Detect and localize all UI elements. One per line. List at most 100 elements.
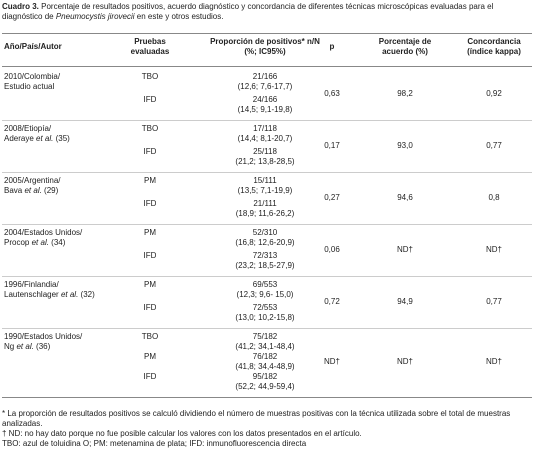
p-cell: 0,06: [324, 244, 340, 254]
author-name: Procop: [4, 238, 30, 247]
author-cell: 2008/Etiopía/Aderaye et al. (35): [4, 124, 70, 144]
kappa-cell: 0,8: [488, 192, 500, 202]
test-ratio: 76/182: [252, 352, 278, 361]
test-name: IFD: [143, 251, 157, 260]
test-name: TBO: [141, 332, 159, 341]
author-ref: (35): [55, 134, 70, 143]
test-ci: (41,8; 34,4-48,9): [235, 362, 295, 371]
row-rule: [2, 120, 532, 121]
test-ratio: 25/118: [253, 147, 277, 156]
test-ci: (12,3; 9,6- 15,0): [236, 290, 294, 299]
author-line1: 2004/Estados Unidos/: [4, 228, 83, 237]
author-cell: 1990/Estados Unidos/Ng et al. (36): [4, 332, 82, 352]
author-et-al: et al.: [24, 186, 42, 195]
p-cell: 0,72: [324, 296, 340, 306]
test-name: IFD: [143, 95, 157, 104]
test-ratio: 17/118: [253, 124, 277, 133]
test-ci: (16,8; 12,6-20,9): [235, 238, 295, 247]
table-top-rule: [2, 33, 532, 34]
kappa-cell: ND†: [485, 244, 502, 254]
header-cell: Año/País/Autor: [4, 42, 62, 51]
author-name: Aderaye: [4, 134, 34, 143]
author-ref: (32): [80, 290, 95, 299]
author-cell: 2010/Colombia/Estudio actual: [4, 72, 60, 92]
agreement-cell: 94,6: [397, 192, 413, 202]
test-name: IFD: [143, 372, 157, 381]
test-ratio: 15/111: [253, 176, 277, 185]
author-line1: 2005/Argentina/: [4, 176, 61, 185]
test-ratio: 95/182: [252, 372, 278, 381]
caption-label: Cuadro 3.: [2, 2, 39, 11]
header-cell: Proporción de positivos* n/N (%; IC95%): [210, 37, 320, 56]
test-ci: (14,4; 8,1-20,7): [237, 134, 293, 143]
p-cell: ND†: [323, 357, 340, 366]
author-et-al: et al.: [60, 290, 79, 299]
agreement-cell: 98,2: [397, 88, 413, 98]
test-name: IFD: [143, 147, 157, 156]
author-ref: (36): [36, 342, 51, 351]
author-line2: Procop et al. (34): [4, 238, 82, 248]
test-name: PM: [144, 352, 156, 361]
author-line1: 1996/Finlandia/: [4, 280, 59, 289]
test-ratio: 72/553: [252, 303, 278, 312]
author-et-al: et al.: [31, 238, 49, 247]
author-line1: 1990/Estados Unidos/: [4, 332, 83, 341]
kappa-cell: 0,77: [486, 296, 502, 306]
test-ratio: 52/310: [252, 228, 278, 237]
row-rule: [2, 224, 532, 225]
test-name: IFD: [143, 199, 157, 208]
header-cell: p: [329, 42, 335, 51]
author-line2: Estudio actual: [4, 82, 60, 92]
test-ci: (41,2; 34,1-48,4): [235, 342, 295, 351]
header-cell: Porcentaje de acuerdo (%): [378, 37, 432, 56]
test-ci: (52,2; 44,9-59,4): [235, 382, 295, 391]
author-line2: Aderaye et al. (35): [4, 134, 70, 144]
row-rule: [2, 172, 532, 173]
table-bottom-rule: [2, 397, 532, 398]
agreement-cell: 94,9: [397, 296, 413, 306]
header-cell: Pruebas evaluadas: [130, 37, 170, 56]
author-name: Ng: [4, 342, 15, 351]
agreement-cell: 93,0: [397, 140, 413, 150]
p-cell: 0,63: [324, 88, 340, 98]
test-ratio: 72/313: [252, 251, 278, 260]
test-ratio: 69/553: [252, 280, 278, 289]
p-cell: 0,17: [324, 140, 340, 150]
kappa-cell: ND†: [485, 357, 502, 366]
p-cell: 0,27: [324, 192, 340, 202]
author-cell: 2005/Argentina/Bava et al. (29): [4, 176, 61, 196]
test-name: PM: [144, 280, 156, 289]
header-rule: [2, 66, 532, 67]
test-ci: (13,0; 10,2-15,8): [235, 313, 295, 322]
row-rule: [2, 328, 532, 329]
author-line1: 2008/Etiopía/: [4, 124, 52, 133]
test-name: PM: [144, 176, 156, 185]
caption-text: Porcentaje de resultados positivos, acue…: [2, 2, 494, 21]
test-ratio: 21/111: [253, 199, 277, 208]
author-et-al: et al.: [16, 342, 34, 351]
footnote: † ND: no hay dato porque no fue posible …: [2, 429, 362, 438]
agreement-cell: ND†: [396, 244, 413, 254]
author-name: Bava: [4, 186, 23, 195]
author-name: Lautenschlager: [4, 290, 59, 299]
agreement-cell: ND†: [396, 357, 413, 366]
kappa-cell: 0,92: [486, 88, 502, 98]
test-ci: (18,9; 11,6-26,2): [235, 209, 295, 218]
test-ratio: 75/182: [252, 332, 278, 341]
test-ci: (21,2; 13,8-28,5): [235, 157, 295, 166]
test-ci: (12,6; 7,6-17,7): [237, 82, 293, 91]
author-line2: Ng et al. (36): [4, 342, 82, 352]
author-name: Estudio actual: [4, 82, 55, 91]
test-name: IFD: [143, 303, 157, 312]
row-rule: [2, 276, 532, 277]
author-line1: 2010/Colombia/: [4, 72, 61, 81]
author-line2: Lautenschlager et al. (32): [4, 290, 95, 300]
author-line2: Bava et al. (29): [4, 186, 61, 196]
author-cell: 2004/Estados Unidos/Procop et al. (34): [4, 228, 82, 248]
test-name: TBO: [141, 124, 159, 133]
author-cell: 1996/Finlandia/Lautenschlager et al. (32…: [4, 280, 95, 300]
caption-species: Pneumocystis jirovecii: [55, 12, 135, 21]
kappa-cell: 0,77: [486, 140, 502, 150]
caption: Cuadro 3. Porcentaje de resultados posit…: [2, 2, 532, 22]
